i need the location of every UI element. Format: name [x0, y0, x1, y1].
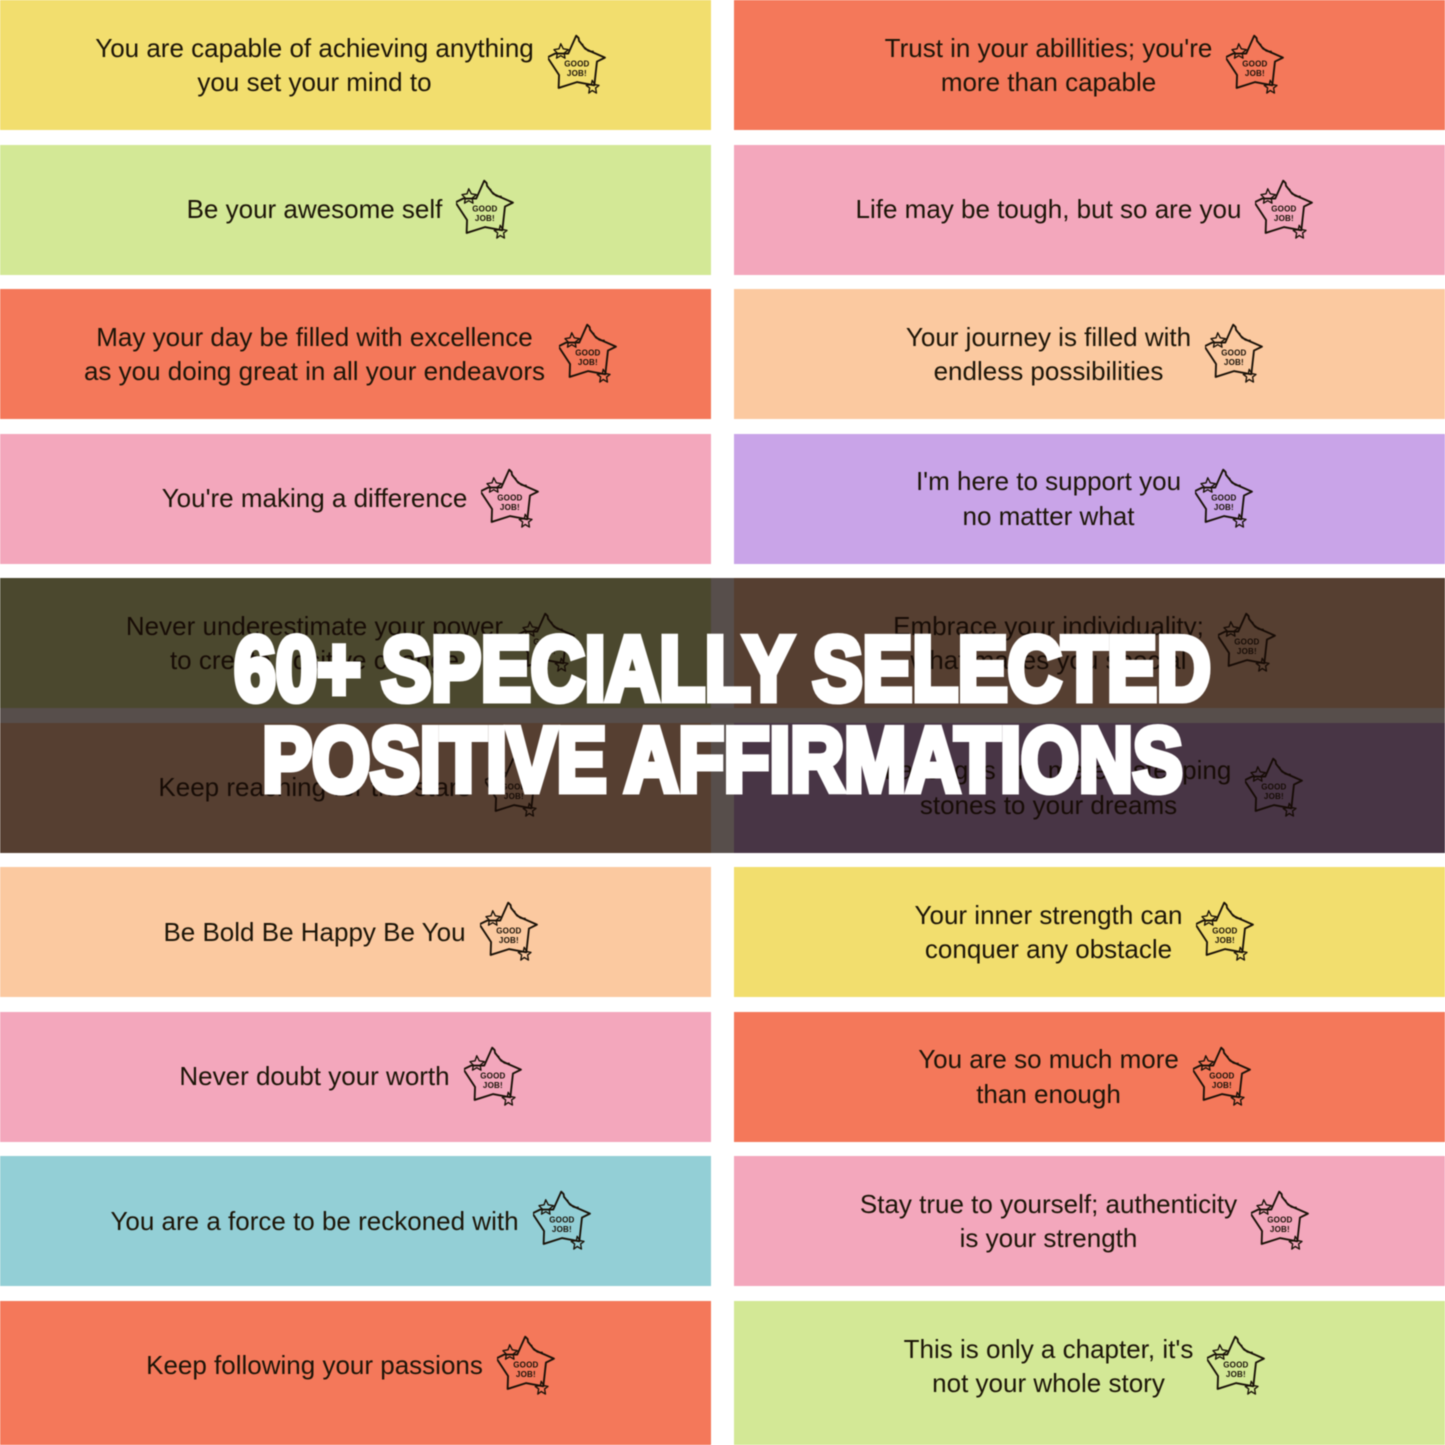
svg-text:GOOD: GOOD: [1221, 349, 1246, 358]
svg-text:GOOD: GOOD: [575, 349, 600, 358]
svg-text:JOB!: JOB!: [551, 1225, 571, 1234]
svg-text:GOOD: GOOD: [1211, 493, 1236, 502]
svg-text:GOOD: GOOD: [473, 204, 498, 213]
svg-text:GOOD: GOOD: [1267, 1216, 1292, 1225]
svg-text:JOB!: JOB!: [567, 69, 587, 78]
svg-text:GOOD: GOOD: [1213, 927, 1238, 936]
svg-text:JOB!: JOB!: [578, 358, 598, 367]
svg-text:GOOD: GOOD: [513, 1360, 538, 1369]
svg-text:JOB!: JOB!: [475, 214, 495, 223]
svg-text:JOB!: JOB!: [1212, 1081, 1232, 1090]
svg-text:JOB!: JOB!: [1214, 503, 1234, 512]
svg-text:JOB!: JOB!: [498, 936, 518, 945]
svg-text:JOB!: JOB!: [516, 1370, 536, 1379]
svg-text:JOB!: JOB!: [1245, 69, 1265, 78]
svg-text:JOB!: JOB!: [1274, 214, 1294, 223]
svg-text:GOOD: GOOD: [1224, 1361, 1249, 1370]
svg-text:JOB!: JOB!: [500, 503, 520, 512]
svg-text:JOB!: JOB!: [1270, 1225, 1290, 1234]
svg-text:JOB!: JOB!: [1215, 936, 1235, 945]
svg-text:GOOD: GOOD: [1209, 1071, 1234, 1080]
svg-text:GOOD: GOOD: [480, 1071, 505, 1080]
svg-text:GOOD: GOOD: [1243, 60, 1268, 69]
svg-text:GOOD: GOOD: [549, 1216, 574, 1225]
svg-text:GOOD: GOOD: [496, 927, 521, 936]
svg-text:GOOD: GOOD: [564, 60, 589, 69]
svg-text:GOOD: GOOD: [1272, 204, 1297, 213]
svg-text:JOB!: JOB!: [483, 1081, 503, 1090]
svg-text:GOOD: GOOD: [498, 493, 523, 502]
svg-text:JOB!: JOB!: [1224, 358, 1244, 367]
svg-text:JOB!: JOB!: [1226, 1370, 1246, 1379]
